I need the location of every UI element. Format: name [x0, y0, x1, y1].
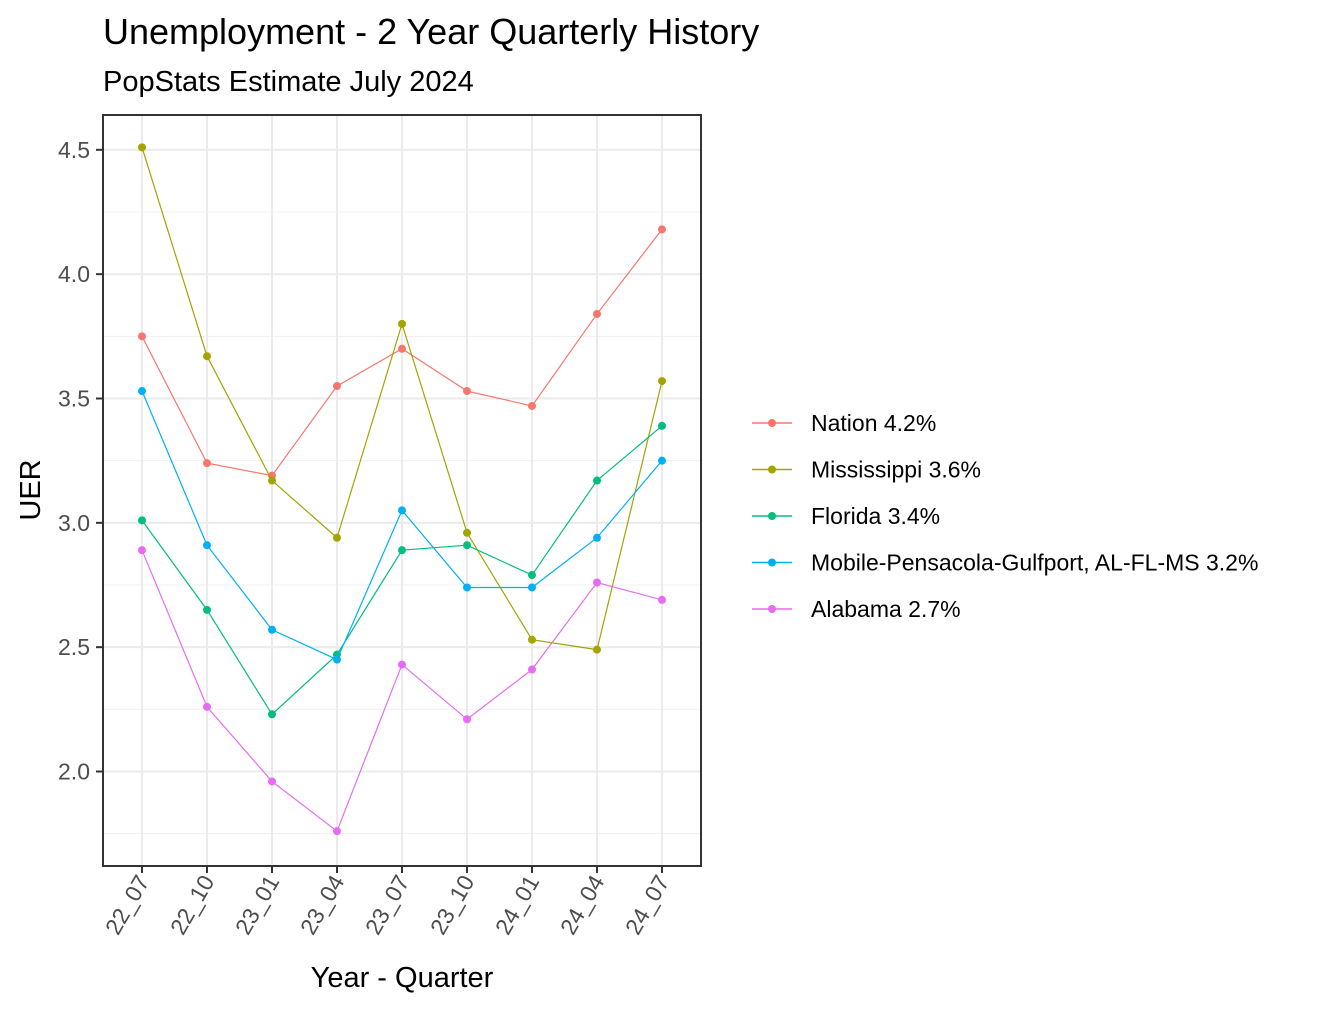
- data-point: [203, 459, 211, 468]
- y-tick-label: 4.0: [58, 261, 90, 287]
- data-point: [203, 605, 211, 614]
- data-point: [203, 352, 211, 361]
- data-point: [593, 533, 601, 542]
- x-tick-label: 24_01: [490, 871, 545, 939]
- series-group: [138, 225, 666, 480]
- x-tick-label: 24_04: [555, 870, 610, 939]
- x-tick-label: 23_01: [230, 871, 285, 939]
- y-tick-label: 4.5: [58, 137, 90, 163]
- legend-label: Mississippi 3.6%: [811, 457, 981, 483]
- series-layer: [138, 143, 666, 836]
- data-point: [268, 625, 276, 634]
- y-axis-label: UER: [15, 459, 47, 520]
- data-point: [593, 578, 601, 587]
- legend-key-point: [768, 605, 776, 613]
- legend-label: Florida 3.4%: [811, 503, 940, 529]
- data-point: [658, 225, 666, 234]
- data-point: [398, 546, 406, 555]
- data-point: [528, 401, 536, 410]
- legend-key-point: [768, 419, 776, 427]
- data-point: [398, 344, 406, 353]
- data-point: [138, 387, 146, 396]
- y-axis: 2.0 2.5 3.0 3.5 4.0 4.5: [58, 137, 103, 785]
- y-tick-label: 3.5: [58, 385, 90, 411]
- legend-label: Mobile-Pensacola-Gulfport, AL-FL-MS 3.2%: [811, 550, 1258, 576]
- chart-subtitle: PopStats Estimate July 2024: [103, 66, 474, 98]
- data-point: [463, 715, 471, 724]
- legend-item: Florida 3.4%: [752, 503, 940, 529]
- series-group: [138, 421, 666, 719]
- data-point: [333, 533, 341, 542]
- x-axis: 22_07 22_10 23_01 23_04 23_07 23_10 24_01 24_04…: [100, 866, 675, 939]
- y-tick-label: 2.0: [58, 759, 90, 785]
- chart-title: Unemployment - 2 Year Quarterly History: [103, 11, 759, 52]
- series-group: [138, 387, 666, 664]
- legend-item: Mobile-Pensacola-Gulfport, AL-FL-MS 3.2%: [752, 550, 1258, 576]
- x-tick-label: 23_07: [360, 871, 415, 939]
- data-point: [268, 777, 276, 786]
- data-point: [333, 382, 341, 391]
- data-point: [658, 377, 666, 386]
- legend-item: Nation 4.2%: [752, 410, 936, 436]
- data-point: [463, 528, 471, 537]
- data-point: [528, 635, 536, 644]
- data-point: [528, 665, 536, 674]
- data-point: [463, 387, 471, 396]
- legend-key-point: [768, 465, 776, 474]
- data-point: [138, 546, 146, 555]
- legend-label: Alabama 2.7%: [811, 596, 961, 622]
- data-point: [268, 710, 276, 719]
- data-point: [528, 583, 536, 592]
- x-tick-label: 22_10: [165, 871, 220, 939]
- series-group: [138, 143, 666, 654]
- x-tick-label: 24_07: [620, 871, 675, 939]
- data-point: [463, 541, 471, 550]
- legend-key-point: [768, 558, 776, 567]
- data-point: [333, 655, 341, 664]
- data-point: [528, 571, 536, 580]
- legend-key-point: [768, 512, 776, 520]
- data-point: [138, 516, 146, 525]
- data-point: [593, 476, 601, 485]
- y-tick-label: 3.0: [58, 510, 90, 536]
- x-tick-label: 23_10: [425, 871, 480, 939]
- data-point: [268, 476, 276, 485]
- major-gridlines: [103, 115, 701, 866]
- series-group: [138, 546, 666, 836]
- x-tick-label: 23_04: [295, 870, 350, 939]
- x-axis-label: Year - Quarter: [311, 962, 494, 994]
- data-point: [398, 506, 406, 515]
- data-point: [398, 319, 406, 328]
- legend-item: Alabama 2.7%: [752, 596, 961, 622]
- legend-item: Mississippi 3.6%: [752, 457, 981, 483]
- legend-label: Nation 4.2%: [811, 410, 936, 436]
- data-point: [658, 421, 666, 430]
- y-tick-label: 2.5: [58, 634, 90, 660]
- data-point: [593, 645, 601, 654]
- data-point: [203, 702, 211, 711]
- data-point: [398, 660, 406, 669]
- legend: Nation 4.2% Mississippi 3.6% Florida 3.4% M…: [752, 410, 1258, 622]
- data-point: [138, 143, 146, 152]
- x-tick-label: 22_07: [100, 871, 155, 939]
- data-point: [658, 595, 666, 604]
- data-point: [463, 583, 471, 592]
- data-point: [203, 541, 211, 550]
- data-point: [658, 456, 666, 465]
- data-point: [333, 827, 341, 836]
- data-point: [593, 309, 601, 318]
- data-point: [138, 332, 146, 341]
